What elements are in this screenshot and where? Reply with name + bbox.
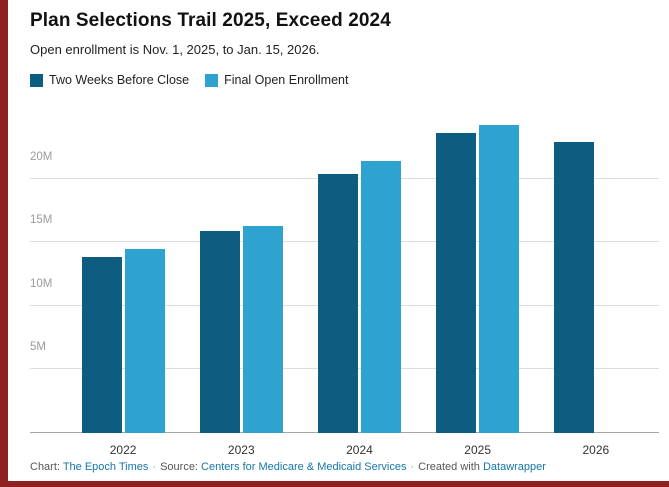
footer: Chart: The Epoch Times · Source: Centers f… bbox=[30, 461, 546, 473]
x-tick-label: 2024 bbox=[346, 443, 373, 457]
legend-item-final-open-enrollment: Final Open Enrollment bbox=[205, 73, 348, 87]
bar-2023-two-weeks-before-close bbox=[199, 230, 240, 433]
bar-2024-final-open-enrollment bbox=[360, 160, 401, 433]
x-tick-label: 2025 bbox=[464, 443, 491, 457]
bar-2026-two-weeks-before-close bbox=[554, 141, 595, 433]
x-tick-label: 2026 bbox=[582, 443, 610, 457]
plot-area: 5M 10M 15M 20M 2022 2023 2024 2025 2026 bbox=[30, 115, 659, 457]
legend-swatch-dark bbox=[30, 73, 43, 87]
y-tick-label: 20M bbox=[30, 150, 57, 163]
bar-group-2024: 2024 bbox=[317, 115, 401, 457]
bottom-accent-bar bbox=[0, 481, 669, 487]
legend-item-two-weeks-before-close: Two Weeks Before Close bbox=[30, 73, 189, 87]
chart-container: Plan Selections Trail 2025, Exceed 2024 … bbox=[30, 10, 659, 457]
footer-separator: · bbox=[410, 461, 415, 473]
footer-chart-label: Chart: bbox=[30, 461, 63, 473]
footer-separator: · bbox=[152, 461, 157, 473]
bar-2024-two-weeks-before-close bbox=[317, 173, 358, 433]
y-tick-label: 15M bbox=[30, 214, 57, 227]
bar-2025-final-open-enrollment bbox=[479, 125, 520, 433]
legend-swatch-light bbox=[205, 73, 219, 87]
left-accent-bar bbox=[0, 0, 8, 487]
x-tick-label: 2022 bbox=[109, 443, 137, 457]
bar-group-2025: 2025 bbox=[436, 115, 520, 457]
bar-2023-final-open-enrollment bbox=[242, 225, 283, 433]
bars-layer: 2022 2023 2024 2025 2026 bbox=[64, 115, 655, 457]
bar-group-2022: 2022 bbox=[81, 115, 165, 457]
chart-subtitle: Open enrollment is Nov. 1, 2025, to Jan.… bbox=[30, 42, 320, 57]
bar-group-2026: 2026 bbox=[554, 115, 637, 457]
footer-source-label: Source: bbox=[160, 461, 202, 473]
bar-2022-two-weeks-before-close bbox=[81, 257, 122, 433]
legend: Two Weeks Before Close Final Open Enroll… bbox=[30, 73, 659, 87]
footer-created-label: Created with bbox=[418, 461, 483, 473]
legend-label: Final Open Enrollment bbox=[224, 73, 349, 87]
bar-group-2023: 2023 bbox=[199, 115, 283, 457]
footer-link-datawrapper[interactable]: Datawrapper bbox=[482, 461, 546, 473]
x-tick-label: 2023 bbox=[227, 443, 255, 457]
footer-link-cms[interactable]: Centers for Medicare & Medicaid Services bbox=[201, 461, 407, 473]
y-tick-label: 10M bbox=[30, 277, 57, 290]
footer-link-epoch-times[interactable]: The Epoch Times bbox=[62, 461, 149, 473]
bar-2022-final-open-enrollment bbox=[124, 248, 165, 433]
legend-label: Two Weeks Before Close bbox=[49, 73, 190, 87]
chart-title: Plan Selections Trail 2025, Exceed 2024 bbox=[30, 10, 391, 31]
y-tick-label: 5M bbox=[30, 341, 50, 354]
bar-2025-two-weeks-before-close bbox=[436, 132, 477, 433]
